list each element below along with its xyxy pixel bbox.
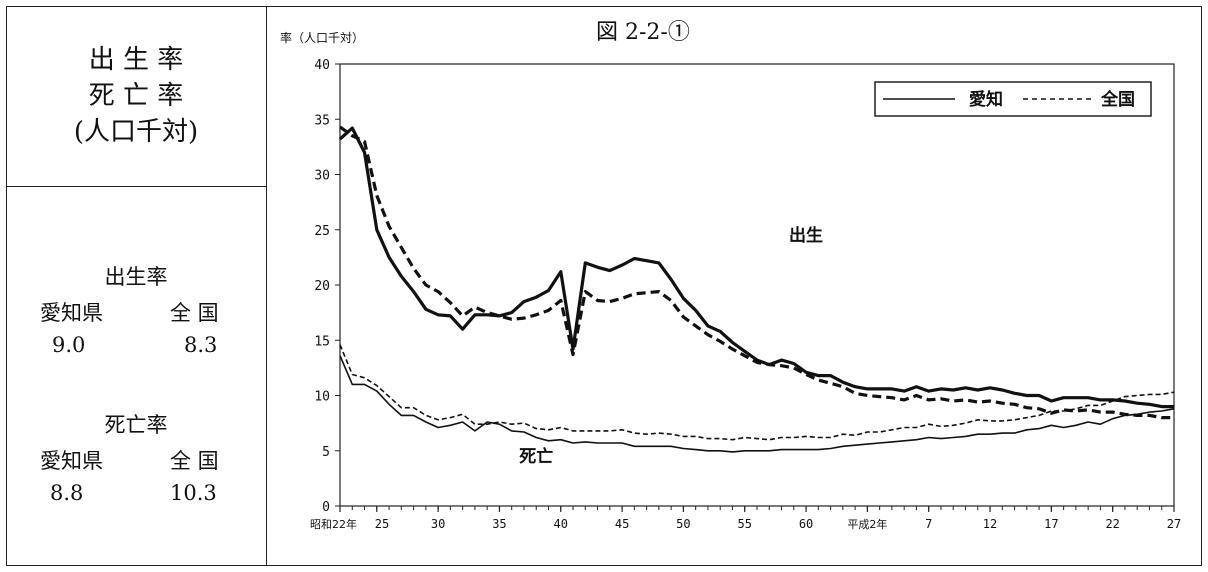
death-aichi-value: 8.8	[50, 481, 84, 505]
y-tick-label: 25	[314, 224, 330, 239]
death-rate-heading: 死亡率	[104, 413, 168, 437]
y-tick-label: 20	[314, 279, 330, 294]
x-tick-label: 17	[1044, 517, 1058, 531]
title-unit: (人口千対)	[73, 117, 199, 147]
legend-label-aichi: 愛知	[969, 89, 1003, 110]
x-tick-label: 平成2年	[847, 517, 887, 531]
y-tick-label: 35	[314, 113, 330, 128]
x-tick-label: 45	[615, 517, 629, 531]
y-axis-label: 率（人口千対）	[280, 30, 364, 45]
x-tick-label: 30	[431, 517, 445, 531]
death-national-label: 全 国	[170, 449, 219, 473]
x-tick-label: 22	[1105, 517, 1119, 531]
panel-divider	[266, 6, 267, 566]
legend-label-national: 全国	[1100, 89, 1135, 110]
x-tick-label: 12	[983, 517, 997, 531]
death-national-value: 10.3	[170, 481, 217, 505]
plot-area	[339, 63, 1175, 507]
birth-national-value: 8.3	[184, 333, 218, 357]
y-tick-label: 30	[314, 169, 330, 184]
outer-frame	[6, 6, 1202, 566]
x-tick-label: 35	[492, 517, 506, 531]
left-panel-divider	[6, 186, 267, 187]
line-chart: 率（人口千対） 0 5 10 15 20 25 30 35 40 昭和22年 25 30 35 40 45 5…	[280, 30, 1181, 531]
x-tick-label: 50	[676, 517, 690, 531]
legend: 愛知 全国	[874, 81, 1152, 117]
y-tick-label: 5	[322, 445, 330, 460]
birth-national-line	[339, 125, 1174, 420]
birth-aichi-line	[338, 126, 1174, 409]
y-tick-label: 15	[314, 334, 330, 349]
y-tick-label: 10	[314, 390, 330, 405]
chart-title: 図 2-2-①	[596, 20, 690, 45]
x-tick-label: 27	[1167, 517, 1181, 531]
title-death-rate: 死 亡 率	[88, 81, 184, 111]
stats-panel: 出生率 愛知県 全 国 9.0 8.3 死亡率 愛知県 全 国 8.8 10.3	[6, 187, 266, 566]
series-layer	[338, 125, 1175, 453]
left-title-panel: 出 生 率 死 亡 率 (人口千対)	[6, 6, 266, 186]
death-aichi-line	[339, 355, 1175, 453]
annotation-birth: 出生	[789, 225, 823, 246]
birth-national-label: 全 国	[170, 301, 219, 325]
death-aichi-label: 愛知県	[40, 449, 103, 473]
title-birth-rate: 出 生 率	[88, 45, 184, 75]
x-tick-label: 40	[554, 517, 568, 531]
x-tick-label: 7	[925, 517, 932, 531]
x-tick-label: 25	[375, 517, 389, 531]
y-tick-label: 0	[322, 500, 330, 515]
axes: 0 5 10 15 20 25 30 35 40 昭和22年 25 30 35 40 45 50 55 60 平成2…	[310, 58, 1181, 531]
y-tick-label: 40	[314, 58, 330, 73]
death-national-line	[339, 344, 1175, 441]
annotation-death: 死亡	[519, 446, 553, 467]
birth-rate-heading: 出生率	[104, 265, 168, 289]
x-tick-label: 60	[799, 517, 813, 531]
birth-aichi-value: 9.0	[52, 333, 86, 357]
x-tick-label: 昭和22年	[310, 517, 357, 531]
birth-aichi-label: 愛知県	[40, 301, 103, 325]
x-tick-label: 55	[738, 517, 752, 531]
